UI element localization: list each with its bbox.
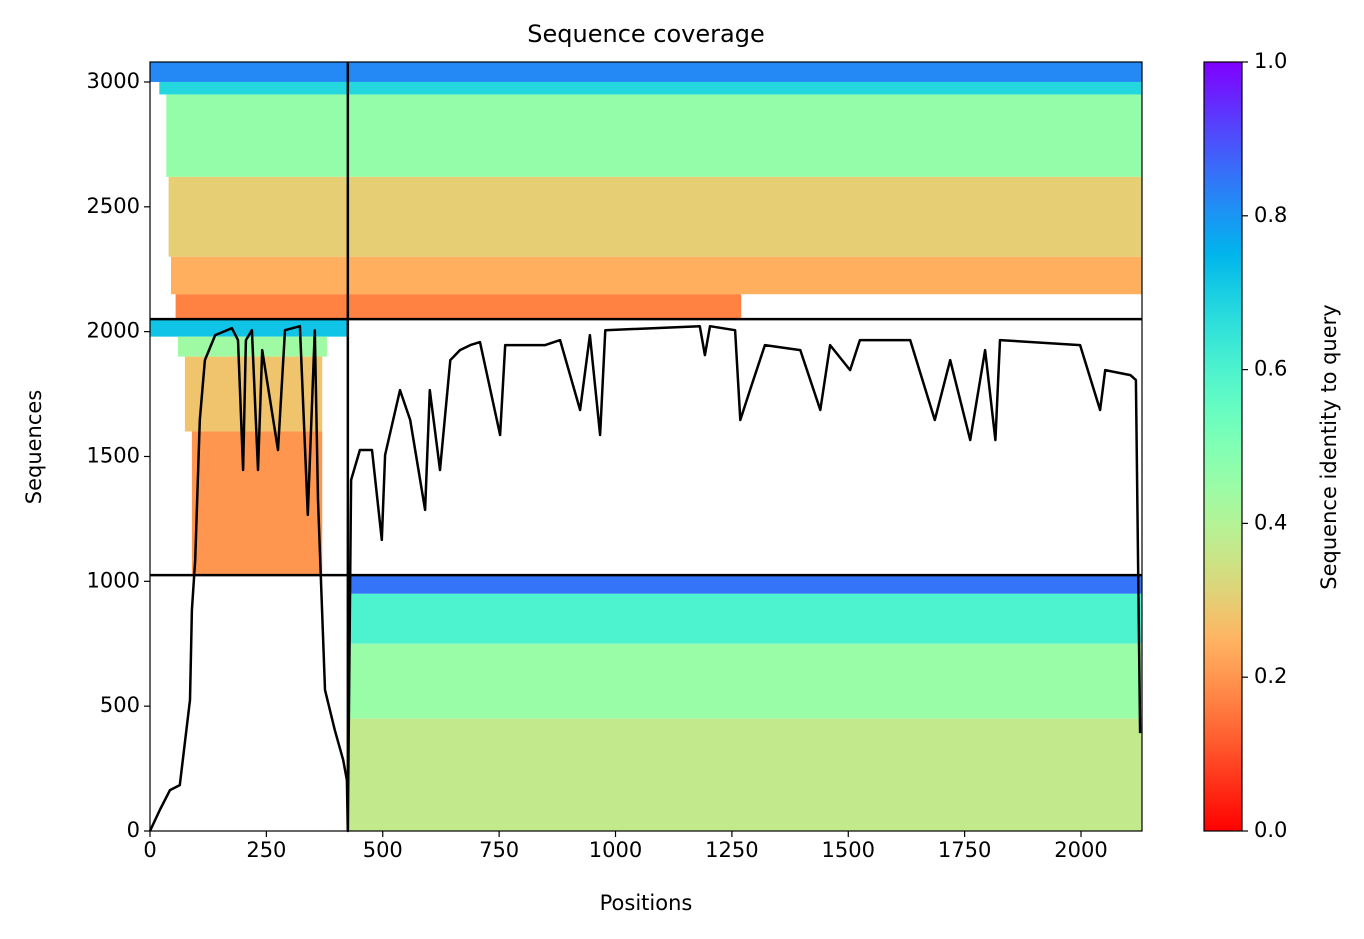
- coverage-cell: [347, 575, 1142, 594]
- x-tick-label: 750: [479, 838, 519, 862]
- coverage-cell: [347, 62, 1142, 82]
- plot-frame: [149, 61, 1143, 832]
- x-tick-label: 0: [143, 838, 156, 862]
- chart-title: Sequence coverage: [527, 20, 764, 48]
- colorbar-tick-label: 0.0: [1254, 818, 1287, 842]
- coverage-cell: [168, 176, 348, 257]
- coverage-cell: [150, 62, 348, 82]
- x-axis-label: Positions: [600, 891, 693, 915]
- x-tick-label: 2000: [1054, 838, 1107, 862]
- coverage-cell: [159, 81, 348, 95]
- coverage-line: [148, 324, 1142, 833]
- coverage-cell: [170, 256, 348, 295]
- y-tick-label: 0: [127, 818, 140, 842]
- coverage-cell: [347, 176, 1142, 257]
- y-tick-label: 2500: [87, 194, 140, 218]
- coverage-cell: [347, 81, 1142, 95]
- x-tick-label: 1750: [938, 838, 991, 862]
- coverage-cell: [347, 718, 1142, 831]
- x-tick-label: 1250: [705, 838, 758, 862]
- colorbar-tick-label: 0.4: [1254, 510, 1287, 534]
- y-axis-label: Sequences: [22, 390, 46, 505]
- coverage-cell: [347, 256, 1142, 295]
- coverage-cell: [175, 294, 348, 320]
- coverage-cell: [347, 94, 1142, 177]
- x-tick-label: 1000: [589, 838, 642, 862]
- y-tick-label: 500: [100, 693, 140, 717]
- coverage-cell: [347, 643, 1142, 719]
- y-tick-label: 3000: [87, 69, 140, 93]
- x-tick-label: 250: [246, 838, 286, 862]
- colorbar-tick-label: 0.2: [1254, 664, 1287, 688]
- colorbar-tick-label: 1.0: [1254, 49, 1287, 73]
- colorbar-tick-label: 0.6: [1254, 357, 1287, 381]
- coverage-cell: [150, 319, 348, 337]
- x-tick-label: 1500: [822, 838, 875, 862]
- y-tick-label: 1000: [87, 568, 140, 592]
- coverage-cell: [347, 294, 742, 320]
- y-tick-label: 1500: [87, 443, 140, 467]
- colorbar-label: Sequence identity to query: [1317, 304, 1341, 589]
- colorbar: [1203, 61, 1243, 832]
- coverage-cell: [347, 593, 1142, 644]
- colorbar-tick-label: 0.8: [1254, 203, 1287, 227]
- x-tick-label: 500: [363, 838, 403, 862]
- coverage-cell: [166, 94, 348, 177]
- y-tick-label: 2000: [87, 319, 140, 343]
